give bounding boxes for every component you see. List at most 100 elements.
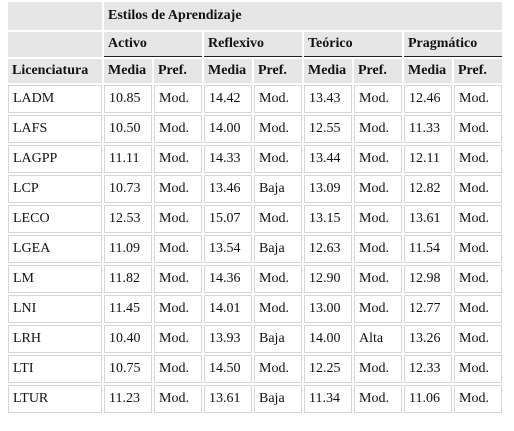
program-cell: LRH [8, 325, 102, 353]
value-cell: 14.50 [204, 355, 252, 383]
learning-styles-table: Estilos de Aprendizaje Activo Reflexivo Te… [6, 0, 504, 415]
program-cell: LCP [8, 175, 102, 203]
value-cell: 13.43 [304, 85, 352, 113]
value-cell: 12.25 [304, 355, 352, 383]
value-cell: 11.34 [304, 385, 352, 413]
value-cell: 12.82 [404, 175, 452, 203]
value-cell: 15.07 [204, 205, 252, 233]
program-cell: LAFS [8, 115, 102, 143]
value-cell: 14.01 [204, 295, 252, 323]
value-cell: Mod. [454, 115, 502, 143]
value-cell: Mod. [254, 265, 302, 293]
value-cell: 11.54 [404, 235, 452, 263]
value-cell: 13.09 [304, 175, 352, 203]
sub-header: Media [204, 59, 252, 83]
group-header: Estilos de Aprendizaje [104, 2, 502, 30]
value-cell: 11.09 [104, 235, 152, 263]
first-header: Licenciatura [8, 59, 102, 83]
value-cell: Baja [254, 175, 302, 203]
table-row: LADM 10.85 Mod. 14.42 Mod. 13.43 Mod. 12.46 Mod. [8, 85, 502, 113]
value-cell: 14.00 [304, 325, 352, 353]
program-cell: LTUR [8, 385, 102, 413]
value-cell: Mod. [254, 85, 302, 113]
value-cell: 10.85 [104, 85, 152, 113]
value-cell: Mod. [254, 355, 302, 383]
style-header: Pragmático [404, 32, 502, 57]
table-row: LAGPP 11.11 Mod. 14.33 Mod. 13.44 Mod. 12.11 Mod… [8, 145, 502, 173]
header-blank [8, 2, 102, 30]
value-cell: Mod. [154, 145, 202, 173]
value-cell: Mod. [454, 385, 502, 413]
header-blank [8, 32, 102, 57]
value-cell: Mod. [454, 205, 502, 233]
table-row: LGEA 11.09 Mod. 13.54 Baja 12.63 Mod. 11.54 Mod. [8, 235, 502, 263]
table-row: LNI 11.45 Mod. 14.01 Mod. 13.00 Mod. 12.77 Mod. [8, 295, 502, 323]
style-header: Teórico [304, 32, 402, 57]
value-cell: 12.33 [404, 355, 452, 383]
value-cell: 13.93 [204, 325, 252, 353]
value-cell: Mod. [154, 235, 202, 263]
value-cell: Mod. [454, 235, 502, 263]
value-cell: 12.53 [104, 205, 152, 233]
value-cell: 13.44 [304, 145, 352, 173]
value-cell: 12.63 [304, 235, 352, 263]
sub-header: Pref. [254, 59, 302, 83]
value-cell: 13.26 [404, 325, 452, 353]
header-row: Licenciatura Media Pref. Media Pref. Media Pr… [8, 59, 502, 83]
value-cell: 11.23 [104, 385, 152, 413]
program-cell: LADM [8, 85, 102, 113]
value-cell: Mod. [154, 355, 202, 383]
value-cell: 10.50 [104, 115, 152, 143]
value-cell: 10.73 [104, 175, 152, 203]
value-cell: Mod. [154, 265, 202, 293]
program-cell: LNI [8, 295, 102, 323]
program-cell: LM [8, 265, 102, 293]
value-cell: 10.40 [104, 325, 152, 353]
value-cell: Mod. [454, 85, 502, 113]
value-cell: Mod. [254, 115, 302, 143]
table-row: LM 11.82 Mod. 14.36 Mod. 12.90 Mod. 12.98 Mod. [8, 265, 502, 293]
table-header: Estilos de Aprendizaje Activo Reflexivo Te… [8, 2, 502, 83]
value-cell: Mod. [454, 295, 502, 323]
value-cell: 13.61 [404, 205, 452, 233]
value-cell: 12.46 [404, 85, 452, 113]
value-cell: Mod. [454, 175, 502, 203]
value-cell: Mod. [354, 265, 402, 293]
value-cell: 12.55 [304, 115, 352, 143]
value-cell: Mod. [454, 325, 502, 353]
value-cell: 11.06 [404, 385, 452, 413]
value-cell: Mod. [354, 385, 402, 413]
value-cell: 14.33 [204, 145, 252, 173]
value-cell: 12.77 [404, 295, 452, 323]
value-cell: Mod. [354, 145, 402, 173]
value-cell: 12.98 [404, 265, 452, 293]
table-row: LRH 10.40 Mod. 13.93 Baja 14.00 Alta 13.26 Mod. [8, 325, 502, 353]
value-cell: Mod. [254, 295, 302, 323]
value-cell: Mod. [154, 295, 202, 323]
sub-header: Pref. [154, 59, 202, 83]
value-cell: Mod. [154, 175, 202, 203]
value-cell: 14.42 [204, 85, 252, 113]
value-cell: Mod. [154, 85, 202, 113]
value-cell: 12.11 [404, 145, 452, 173]
value-cell: Mod. [454, 145, 502, 173]
value-cell: 14.36 [204, 265, 252, 293]
table-row: LECO 12.53 Mod. 15.07 Mod. 13.15 Mod. 13.61 Mod. [8, 205, 502, 233]
value-cell: 14.00 [204, 115, 252, 143]
value-cell: Mod. [354, 295, 402, 323]
value-cell: Mod. [254, 145, 302, 173]
value-cell: Mod. [454, 355, 502, 383]
sub-header: Media [304, 59, 352, 83]
table-row: LAFS 10.50 Mod. 14.00 Mod. 12.55 Mod. 11.33 Mod. [8, 115, 502, 143]
sub-header: Pref. [354, 59, 402, 83]
value-cell: Mod. [254, 205, 302, 233]
header-row: Estilos de Aprendizaje [8, 2, 502, 30]
header-row: Activo Reflexivo Teórico Pragmático [8, 32, 502, 57]
program-cell: LAGPP [8, 145, 102, 173]
value-cell: Baja [254, 385, 302, 413]
value-cell: Baja [254, 235, 302, 263]
value-cell: 11.11 [104, 145, 152, 173]
value-cell: 13.61 [204, 385, 252, 413]
value-cell: 11.82 [104, 265, 152, 293]
